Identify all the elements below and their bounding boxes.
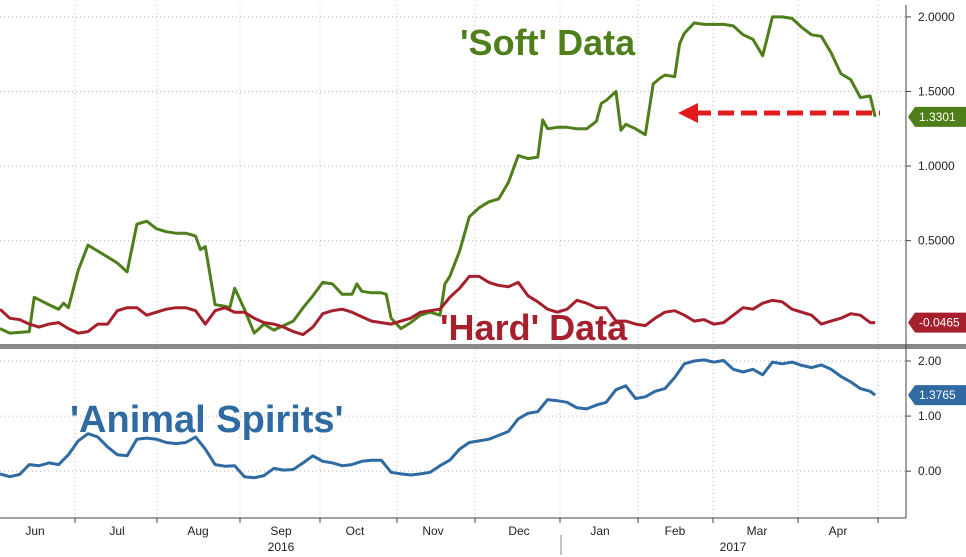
x-tick-label: Nov — [422, 524, 443, 538]
soft-data-line — [0, 15, 877, 335]
axes: 2.0000 1.5000 1.0000 0.5000 1.3301 -0.0465 2.0… — [0, 5, 966, 555]
x-tick-label: Aug — [187, 524, 208, 538]
y-tick-label: 1.0000 — [918, 159, 955, 173]
last-value-label: 1.3301 — [919, 110, 956, 124]
last-value-label: 1.3765 — [919, 388, 956, 402]
x-tick-label: Jul — [109, 524, 124, 538]
y-tick-label: 1.00 — [918, 409, 942, 423]
x-year-label: 2017 — [720, 540, 747, 554]
panel-separator — [0, 344, 966, 349]
y-tick-label: 1.5000 — [918, 84, 955, 98]
y-tick-label: 2.00 — [918, 354, 942, 368]
animal-spirits-last-value-tag: 1.3765 — [908, 385, 966, 406]
x-tick-label: Dec — [508, 524, 529, 538]
soft-data-last-value-tag: 1.3301 — [908, 106, 966, 127]
x-tick-label: Mar — [747, 524, 768, 538]
last-value-label: -0.0465 — [919, 316, 960, 330]
grid — [0, 5, 906, 518]
animal-spirits-label: 'Animal Spirits' — [70, 399, 344, 441]
y-tick-label: 0.5000 — [918, 234, 955, 248]
x-tick-label: Jan — [590, 524, 609, 538]
hard-data-label: 'Hard' Data — [440, 307, 628, 348]
series — [0, 15, 877, 480]
soft-data-label: 'Soft' Data — [460, 22, 636, 63]
x-tick-label: Jun — [25, 524, 44, 538]
x-tick-label: Apr — [829, 524, 848, 538]
x-tick-label: Oct — [346, 524, 365, 538]
y-tick-label: 2.0000 — [918, 10, 955, 24]
x-tick-label: Sep — [270, 524, 292, 538]
x-tick-label: Feb — [665, 524, 686, 538]
x-year-label: 2016 — [268, 540, 295, 554]
hard-data-line — [0, 274, 876, 337]
hard-data-last-value-tag: -0.0465 — [908, 312, 966, 333]
y-tick-label: 0.00 — [918, 464, 942, 478]
animal-spirits-line — [0, 358, 877, 480]
red-arrow — [678, 103, 880, 123]
